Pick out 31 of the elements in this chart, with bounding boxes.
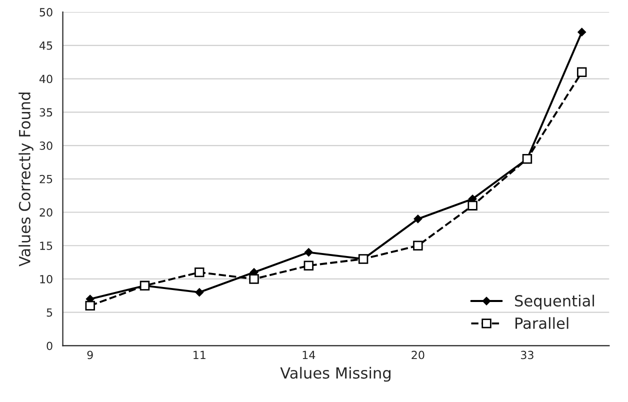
point <box>304 248 313 256</box>
x-tick-label: 20 <box>412 350 424 360</box>
y-tick-label: 20 <box>40 208 52 217</box>
legend-label: Sequential <box>515 294 594 310</box>
x-tick-label: 9 <box>87 350 93 360</box>
y-tick-label: 40 <box>39 74 52 84</box>
point <box>194 267 204 278</box>
x-axis-title: Values Missing <box>280 366 390 382</box>
point <box>413 240 423 250</box>
x-tick-label: 14 <box>302 350 316 360</box>
y-tick-label: 30 <box>40 142 52 150</box>
y-tick-label: 45 <box>39 42 52 50</box>
point <box>468 200 478 210</box>
point <box>304 260 314 271</box>
y-tick-label: 25 <box>40 174 52 184</box>
point <box>578 28 586 36</box>
y-tick-label: 5 <box>46 308 52 317</box>
x-tick-label: 33 <box>520 350 534 360</box>
y-axis-title: Values Correctly Found <box>18 92 34 266</box>
y-tick-label: 0 <box>46 342 52 350</box>
x-tick-label: 11 <box>194 350 206 360</box>
y-tick-label: 50 <box>40 8 52 16</box>
point <box>195 288 204 296</box>
y-tick-label: 10 <box>40 274 52 284</box>
point <box>414 214 422 224</box>
y-tick-label: 35 <box>40 108 52 117</box>
point <box>576 67 587 77</box>
point <box>85 300 95 311</box>
point <box>249 274 259 284</box>
y-tick-label: 15 <box>40 242 52 250</box>
legend-label: Parallel <box>516 317 568 330</box>
